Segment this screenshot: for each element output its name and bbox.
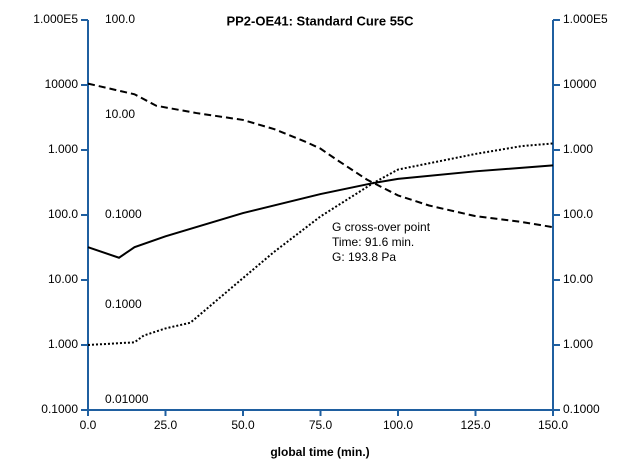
x-axis-label: global time (min.): [270, 445, 369, 459]
y-tick-label: 100.0: [48, 207, 78, 221]
annotation: G: 193.8 Pa: [332, 250, 396, 264]
y2-tick-label: 1.000: [563, 142, 593, 156]
y-tick-label: 10000: [45, 77, 79, 91]
chart-title: PP2-OE41: Standard Cure 55C: [226, 13, 414, 28]
x-tick-label: 75.0: [309, 418, 333, 432]
inner-axis-label: 0.1000: [105, 297, 142, 311]
y2-tick-label: 10000: [563, 77, 597, 91]
inner-axis-label: 100.0: [105, 12, 135, 26]
series-line: [87, 82, 554, 229]
x-tick-label: 50.0: [231, 418, 255, 432]
y2-tick-label: 0.1000: [563, 402, 600, 416]
y-tick-label: 0.1000: [41, 402, 78, 416]
y-tick-label: 1.000: [48, 142, 78, 156]
x-tick-label: 125.0: [460, 418, 490, 432]
series-line: [87, 142, 554, 346]
annotation: Time: 91.6 min.: [332, 235, 414, 249]
x-tick-label: 150.0: [538, 418, 568, 432]
x-tick-label: 100.0: [383, 418, 413, 432]
inner-axis-label: 0.1000: [105, 207, 142, 221]
y2-tick-label: 1.000E5: [563, 12, 608, 26]
inner-axis-label: 0.01000: [105, 392, 149, 406]
y2-tick-label: 10.00: [563, 272, 593, 286]
y2-tick-label: 100.0: [563, 207, 593, 221]
annotation: G cross-over point: [332, 220, 431, 234]
inner-axis-label: 10.00: [105, 107, 135, 121]
x-tick-label: 0.0: [80, 418, 97, 432]
x-tick-label: 25.0: [154, 418, 178, 432]
y2-tick-label: 1.000: [563, 337, 593, 351]
series-line: [87, 164, 554, 259]
y-tick-label: 1.000: [48, 337, 78, 351]
y-tick-label: 1.000E5: [33, 12, 78, 26]
y-tick-label: 10.00: [48, 272, 78, 286]
